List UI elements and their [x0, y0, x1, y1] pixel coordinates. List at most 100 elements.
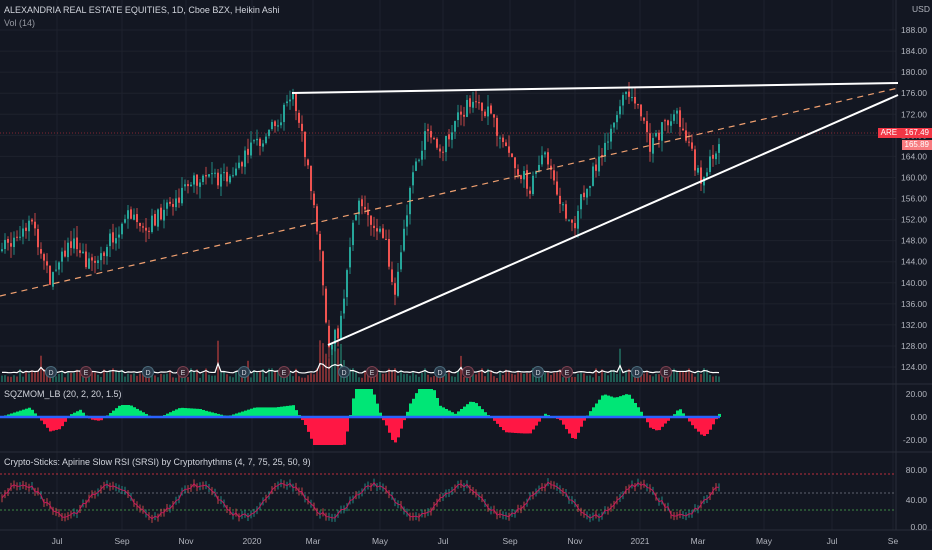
candle-body: [106, 247, 108, 257]
dividend-marker[interactable]: D: [238, 366, 250, 378]
sqz-bar: [529, 417, 532, 434]
sqz-bar: [166, 413, 169, 417]
price-tick-label: 132.00: [901, 320, 927, 330]
volume-bar: [376, 368, 378, 382]
candle-body: [175, 198, 177, 208]
volume-bar: [307, 375, 309, 382]
dividend-marker[interactable]: D: [532, 366, 544, 378]
candle-body: [514, 157, 516, 169]
volume-bar: [361, 377, 363, 382]
sqz-bar: [544, 413, 547, 417]
candle-body: [337, 328, 339, 339]
volume-bar: [697, 370, 699, 382]
earnings-marker[interactable]: E: [177, 366, 189, 378]
volume-bar: [37, 370, 39, 382]
volume-bar: [133, 373, 135, 382]
volume-bar: [598, 376, 600, 382]
sqz-bar: [334, 417, 337, 445]
sqz-bar: [427, 389, 430, 417]
candle-body: [10, 243, 12, 247]
volume-bar: [475, 374, 477, 382]
volume-bar: [103, 369, 105, 382]
sqz-bar: [682, 413, 685, 417]
volume-bar: [508, 371, 510, 382]
dividend-marker[interactable]: D: [338, 366, 350, 378]
sqz-bar: [478, 406, 481, 417]
candle-body: [463, 114, 465, 117]
candle-body: [133, 214, 135, 220]
sqzmom-legend[interactable]: SQZMOM_LB (20, 2, 20, 1.5): [4, 389, 122, 399]
earnings-marker[interactable]: E: [278, 366, 290, 378]
earnings-marker[interactable]: E: [561, 366, 573, 378]
marker-label: D: [634, 370, 639, 377]
sqz-bar: [142, 412, 145, 417]
volume-bar: [88, 374, 90, 382]
volume-bar: [523, 373, 525, 382]
rsi-legend[interactable]: Crypto-Sticks: Apirine Slow RSI (SRSI) b…: [4, 457, 311, 467]
candle-body: [508, 146, 510, 153]
volume-bar: [43, 369, 45, 382]
time-tick-label: Sep: [114, 536, 129, 546]
candle-body: [583, 192, 585, 198]
volume-bar: [85, 375, 87, 382]
volume-bar: [646, 370, 648, 382]
volume-bar: [559, 369, 561, 382]
candle-body: [190, 184, 192, 187]
sqz-bar: [691, 417, 694, 426]
trendline-dashed[interactable]: [0, 87, 899, 297]
time-axis[interactable]: Jul Sep Nov 2020 Mar May Jul Sep Nov 2021 Mar May Ju…: [52, 536, 899, 546]
candle-body: [367, 209, 369, 216]
sqz-bar: [253, 407, 256, 417]
sqz-bar: [301, 417, 304, 421]
rsi-tick-label: 40.00: [906, 495, 928, 505]
earnings-marker[interactable]: E: [462, 366, 474, 378]
volume-bar: [1, 375, 3, 382]
candle-body: [241, 162, 243, 167]
sqzmom-axis[interactable]: 20.00 0.00 -20.00: [903, 389, 927, 445]
volume-bar: [97, 374, 99, 382]
sqz-bar: [172, 410, 175, 417]
sqz-bar: [247, 409, 250, 417]
volume-legend[interactable]: Vol (14): [4, 18, 36, 28]
candle-body: [664, 120, 666, 122]
dividend-marker[interactable]: D: [142, 366, 154, 378]
candle-body: [103, 252, 105, 256]
candle-body: [289, 99, 291, 102]
candle-body: [136, 214, 138, 223]
sqz-bar: [115, 408, 118, 417]
dividend-marker[interactable]: D: [434, 366, 446, 378]
candle-body: [544, 152, 546, 155]
candle-body: [49, 265, 51, 285]
marker-label: D: [341, 370, 346, 377]
candle-body: [649, 133, 651, 152]
earnings-marker[interactable]: E: [80, 366, 92, 378]
volume-bar: [169, 370, 171, 382]
trendline-support[interactable]: [327, 94, 899, 346]
earnings-marker[interactable]: E: [366, 366, 378, 378]
candle-body: [355, 214, 357, 221]
volume-bar: [229, 376, 231, 382]
volume-bar: [682, 371, 684, 382]
candle-body: [472, 101, 474, 108]
rsi-axis[interactable]: 80.00 40.00 0.00: [906, 465, 928, 532]
sqz-bar: [130, 405, 133, 417]
earnings-marker[interactable]: E: [660, 366, 672, 378]
dividend-marker[interactable]: D: [631, 366, 643, 378]
volume-bar: [28, 373, 30, 382]
dividend-marker[interactable]: D: [45, 366, 57, 378]
sqz-bar: [94, 417, 97, 421]
candle-body: [145, 227, 147, 231]
rsi-sticks: [1, 478, 720, 523]
price-axis[interactable]: 188.00184.00180.00176.00172.00168.00164.…: [901, 25, 927, 372]
trendline-resistance[interactable]: [291, 82, 899, 94]
symbol-legend[interactable]: ALEXANDRIA REAL ESTATE EQUITIES, 1D, Cbo…: [4, 5, 280, 15]
volume-bar: [10, 376, 12, 382]
candle-body: [322, 251, 324, 286]
volume-bar: [673, 368, 675, 382]
candle-body: [244, 150, 246, 167]
candle-body: [358, 200, 360, 215]
candle-body: [718, 144, 720, 153]
marker-label: E: [466, 370, 471, 377]
